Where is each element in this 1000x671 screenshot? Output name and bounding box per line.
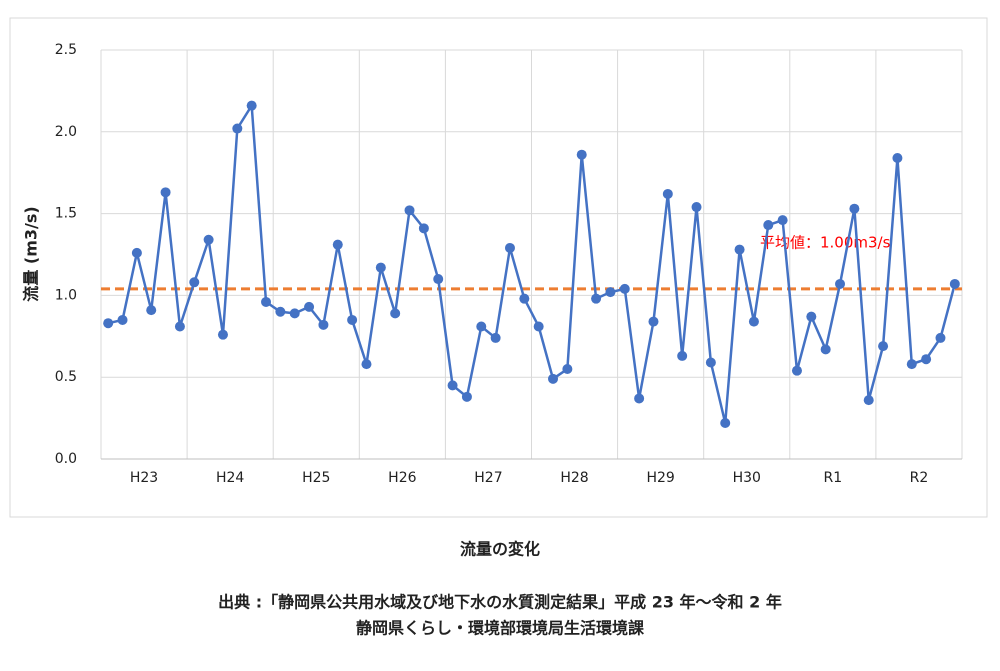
- data-point: [835, 278, 846, 289]
- data-point: [461, 391, 472, 402]
- data-point: [146, 305, 157, 316]
- data-point: [232, 123, 243, 134]
- y-tick-label: 0.5: [55, 369, 77, 385]
- y-axis-label: 流量 (m3/s): [22, 206, 41, 301]
- data-point: [619, 283, 630, 294]
- x-tick-label: R2: [910, 470, 929, 486]
- data-point: [332, 239, 343, 250]
- x-tick-label: H25: [302, 470, 330, 486]
- data-point: [935, 332, 946, 343]
- data-point: [275, 306, 286, 317]
- data-point: [863, 395, 874, 406]
- data-point: [806, 311, 817, 322]
- data-point: [906, 359, 917, 370]
- data-point: [361, 359, 372, 370]
- y-tick-label: 1.5: [55, 206, 77, 222]
- data-point: [691, 202, 702, 213]
- data-point: [533, 321, 544, 332]
- data-point: [404, 205, 415, 216]
- caption: 流量の変化: [460, 540, 540, 559]
- data-point: [476, 321, 487, 332]
- data-point: [878, 341, 889, 352]
- data-point: [705, 357, 716, 368]
- data-point: [677, 350, 688, 361]
- x-tick-label: H30: [733, 470, 761, 486]
- data-point: [576, 149, 587, 160]
- data-point: [763, 220, 774, 231]
- data-point: [103, 318, 114, 329]
- y-tick-label: 0.0: [55, 451, 77, 467]
- data-point: [562, 364, 573, 375]
- data-point: [117, 314, 128, 325]
- x-tick-label: H27: [474, 470, 502, 486]
- data-point: [261, 296, 272, 307]
- source-line: 静岡県くらし・環境部環境局生活環境課: [356, 619, 645, 638]
- x-tick-label: H26: [388, 470, 416, 486]
- data-point: [777, 215, 788, 226]
- data-point: [820, 344, 831, 355]
- data-point: [849, 203, 860, 214]
- data-point: [490, 332, 501, 343]
- data-point: [347, 314, 358, 325]
- data-point: [504, 242, 515, 253]
- data-point: [720, 418, 731, 429]
- data-point: [217, 329, 228, 340]
- y-tick-label: 2.5: [55, 42, 77, 58]
- data-point: [892, 152, 903, 163]
- data-point: [375, 262, 386, 273]
- x-tick-label: H28: [560, 470, 588, 486]
- data-point: [304, 301, 315, 312]
- data-point: [734, 244, 745, 255]
- y-tick-label: 2.0: [55, 124, 77, 140]
- x-tick-label: H29: [646, 470, 674, 486]
- data-point: [634, 393, 645, 404]
- data-point: [203, 234, 214, 245]
- data-point: [447, 380, 458, 391]
- data-point: [921, 354, 932, 365]
- data-point: [189, 277, 200, 288]
- x-tick-label: H24: [216, 470, 244, 486]
- x-tick-label: H23: [130, 470, 158, 486]
- reference-label: 平均値：1.00m3/s: [760, 234, 891, 252]
- data-point: [289, 308, 300, 319]
- data-point: [519, 293, 530, 304]
- data-point: [791, 365, 802, 376]
- data-point: [418, 223, 429, 234]
- data-point: [390, 308, 401, 319]
- data-point: [748, 316, 759, 327]
- x-tick-label: R1: [824, 470, 843, 486]
- data-point: [160, 187, 171, 198]
- data-point: [605, 287, 616, 298]
- data-point: [648, 316, 659, 327]
- source-line: 出典 :「静岡県公共用水域及び地下水の水質測定結果」平成 23 年～令和 2 年: [218, 593, 782, 612]
- data-point: [433, 274, 444, 285]
- data-point: [591, 293, 602, 304]
- data-point: [174, 321, 185, 332]
- data-point: [131, 247, 142, 258]
- y-tick-label: 1.0: [55, 287, 77, 303]
- data-point: [548, 373, 559, 384]
- data-point: [949, 278, 960, 289]
- data-point: [662, 188, 673, 199]
- data-point: [318, 319, 329, 330]
- data-point: [246, 100, 257, 111]
